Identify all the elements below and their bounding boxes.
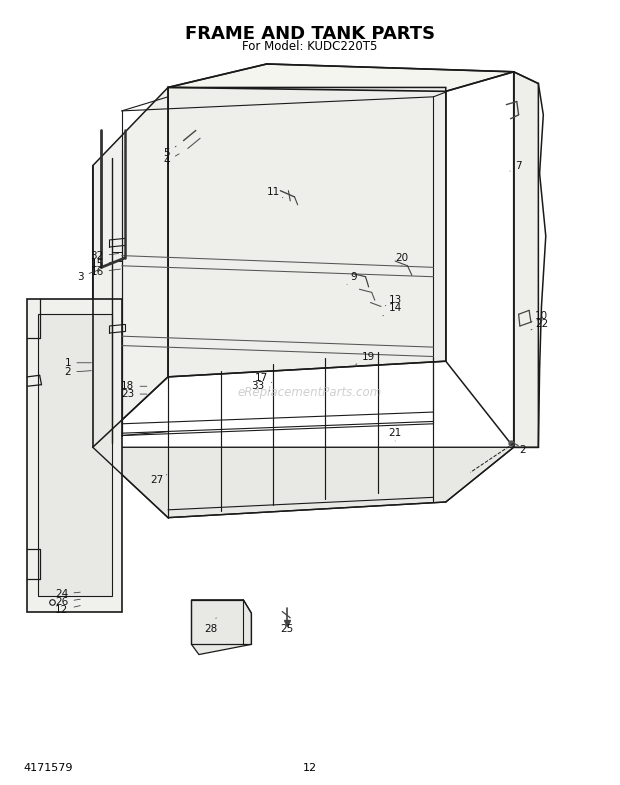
Text: 22: 22 <box>531 319 548 330</box>
Text: 13: 13 <box>385 295 402 306</box>
Polygon shape <box>514 71 538 447</box>
Text: 24: 24 <box>55 590 80 599</box>
Text: 4171579: 4171579 <box>23 763 73 773</box>
Text: 32: 32 <box>91 251 118 261</box>
Text: 21: 21 <box>389 428 402 441</box>
Text: 15: 15 <box>91 259 118 269</box>
Polygon shape <box>27 298 122 612</box>
Text: 1: 1 <box>64 358 91 368</box>
Text: 27: 27 <box>150 475 167 485</box>
Polygon shape <box>168 87 446 377</box>
Text: 17: 17 <box>255 374 272 383</box>
Text: 2: 2 <box>513 444 526 455</box>
Text: FRAME AND TANK PARTS: FRAME AND TANK PARTS <box>185 25 435 43</box>
Text: 23: 23 <box>122 389 147 399</box>
Polygon shape <box>38 314 112 596</box>
Text: 3: 3 <box>77 269 100 282</box>
Polygon shape <box>93 87 168 447</box>
Polygon shape <box>168 64 514 91</box>
Text: 18: 18 <box>122 382 147 391</box>
Text: 33: 33 <box>251 382 270 391</box>
Text: 9: 9 <box>347 272 356 284</box>
Text: 14: 14 <box>383 303 402 316</box>
Text: 26: 26 <box>55 597 80 607</box>
Text: eReplacementParts.com: eReplacementParts.com <box>238 386 382 399</box>
Text: 16: 16 <box>91 267 120 277</box>
Text: 19: 19 <box>356 352 375 364</box>
Text: 10: 10 <box>531 311 548 322</box>
Text: 11: 11 <box>267 188 283 198</box>
Text: 25: 25 <box>280 621 293 633</box>
Text: 7: 7 <box>510 161 522 171</box>
Text: For Model: KUDC220T5: For Model: KUDC220T5 <box>242 40 378 53</box>
Text: 2: 2 <box>64 367 91 377</box>
Polygon shape <box>93 447 514 517</box>
Polygon shape <box>192 600 251 655</box>
Text: 20: 20 <box>395 253 408 266</box>
Text: 5: 5 <box>164 146 176 158</box>
Text: 12: 12 <box>55 605 80 615</box>
Text: 28: 28 <box>205 618 218 633</box>
Text: 12: 12 <box>303 763 317 773</box>
Text: 4: 4 <box>164 154 179 166</box>
